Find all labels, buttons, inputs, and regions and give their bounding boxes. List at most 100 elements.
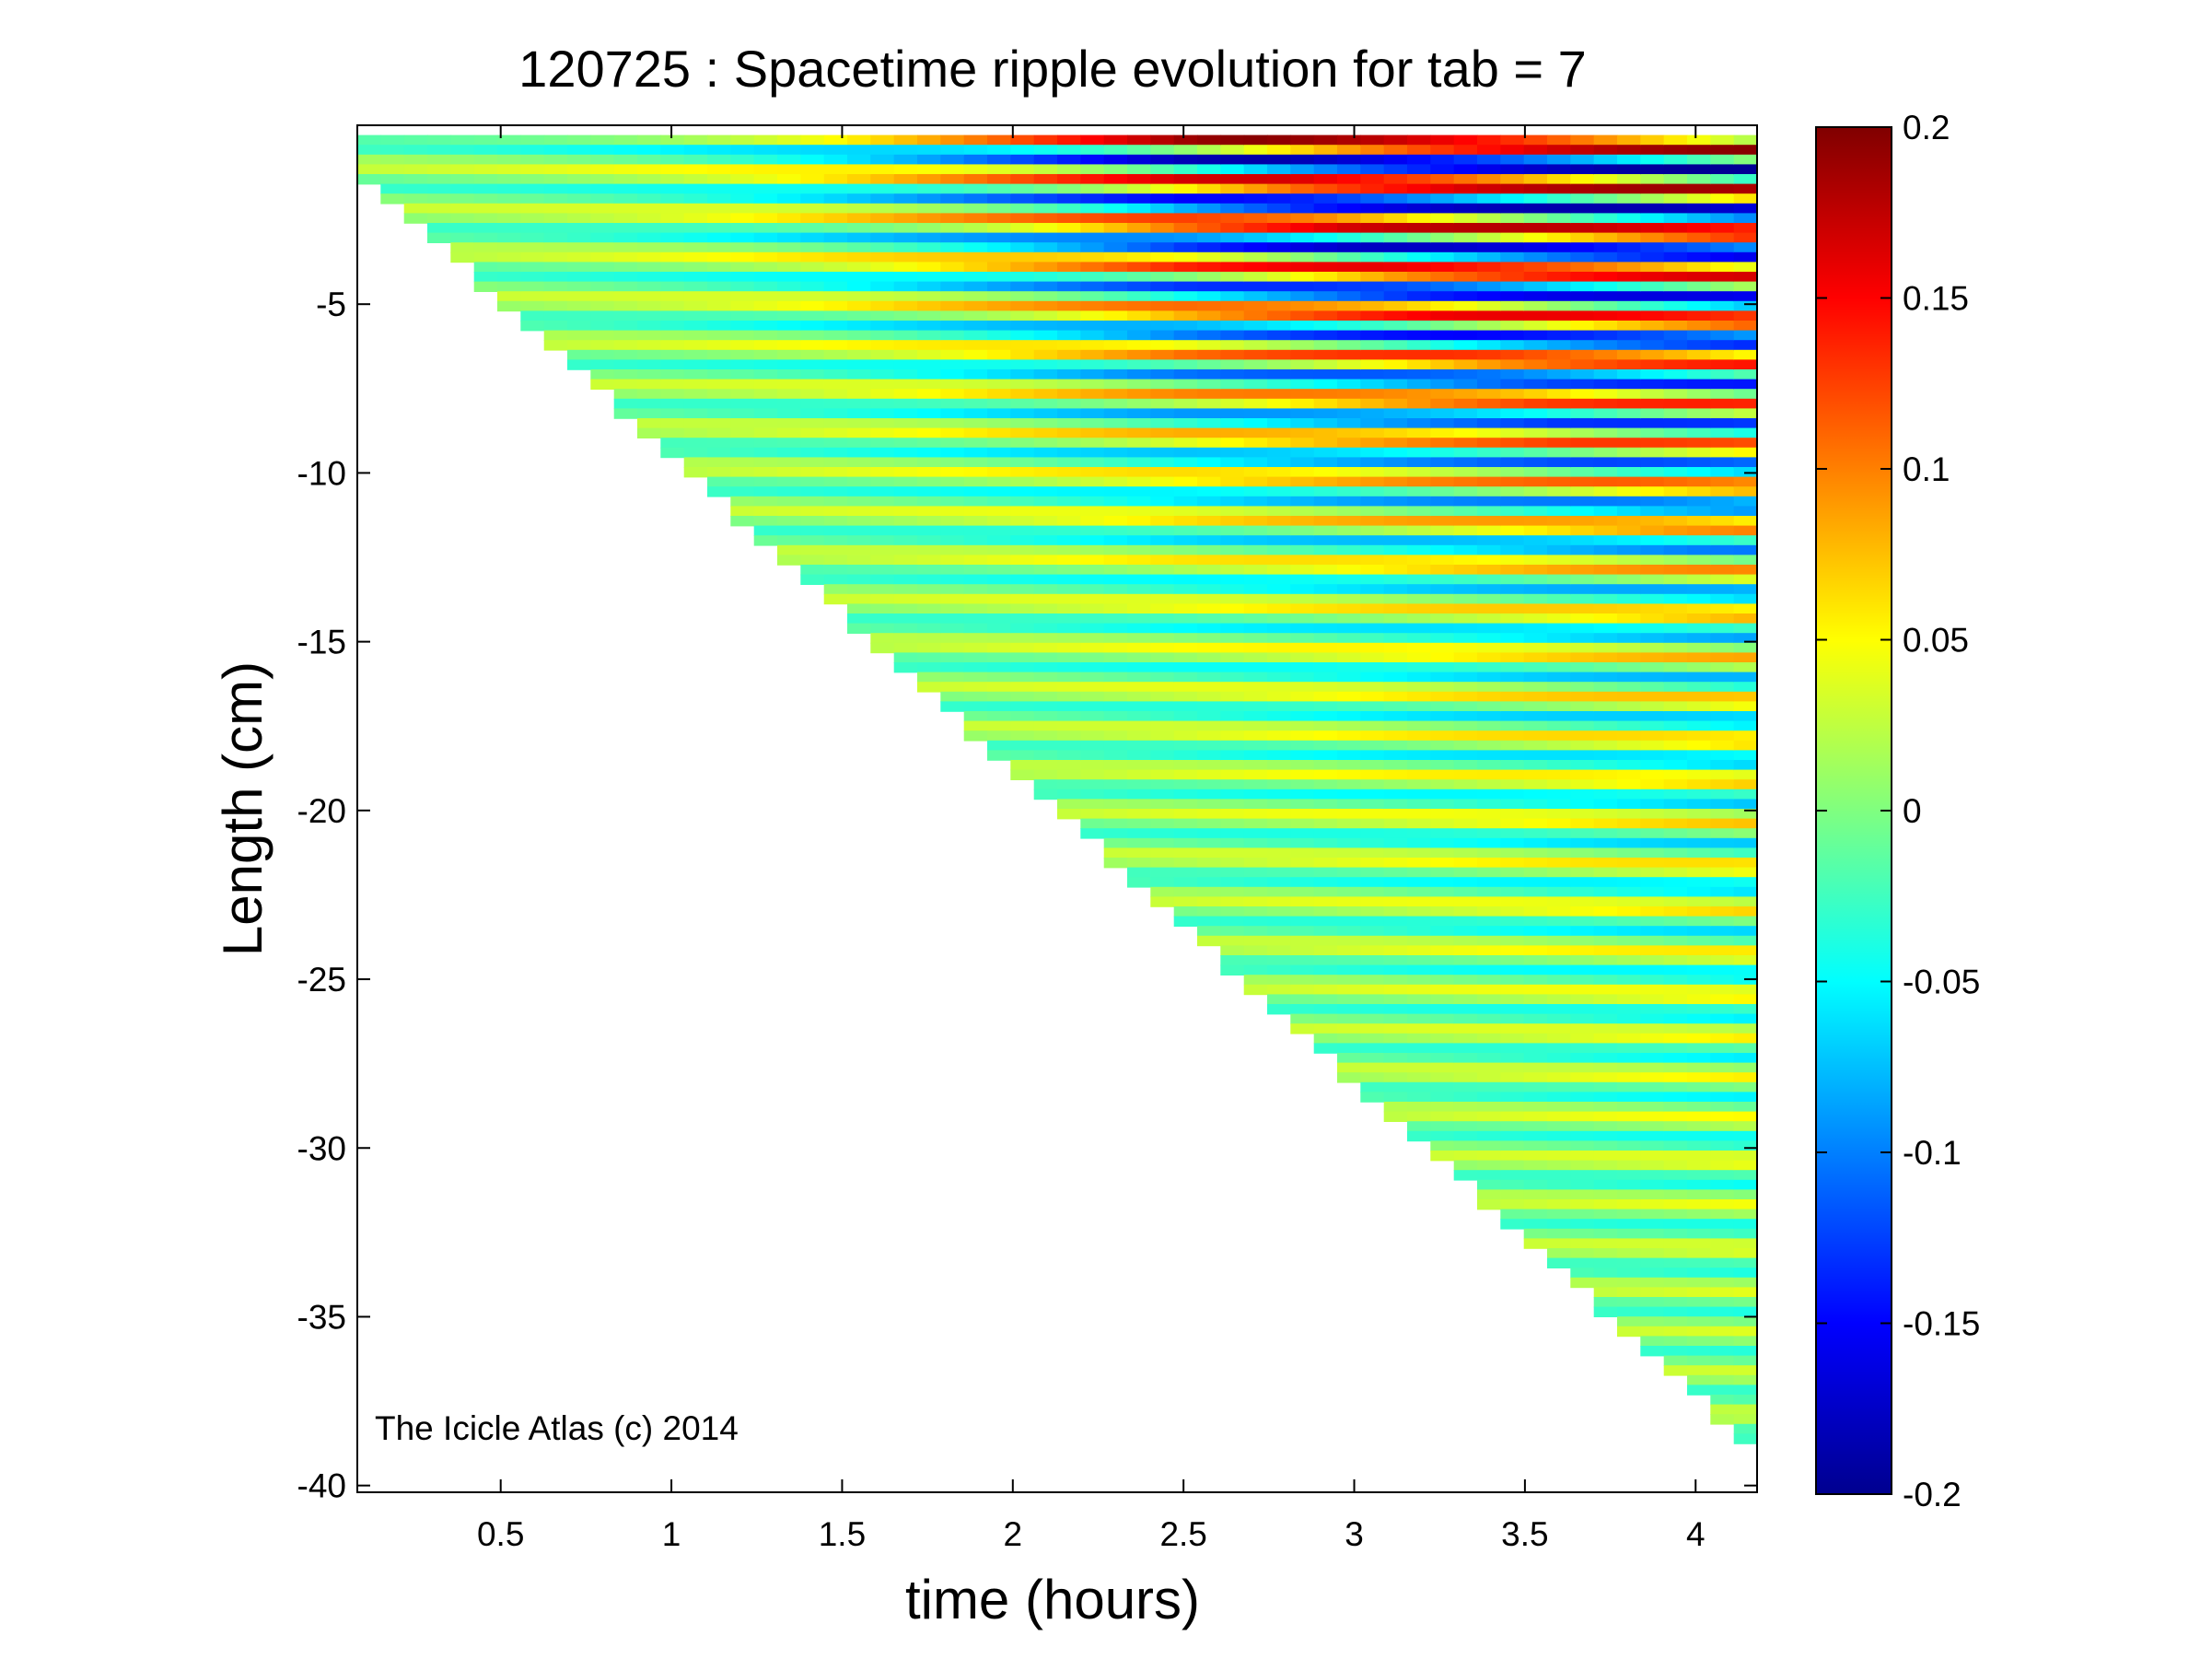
heatmap-cell xyxy=(1080,476,1105,487)
heatmap-cell xyxy=(893,476,918,487)
heatmap-cell xyxy=(1033,438,1058,449)
heatmap-cell xyxy=(1313,574,1338,585)
heatmap-cell xyxy=(963,603,988,614)
heatmap-cell xyxy=(1267,183,1292,194)
heatmap-cell xyxy=(800,398,825,410)
heatmap-cell xyxy=(1010,447,1035,459)
heatmap-cell xyxy=(1243,730,1268,742)
heatmap-cell xyxy=(1173,300,1198,312)
heatmap-cell xyxy=(1640,398,1665,410)
heatmap-cell xyxy=(1453,544,1478,556)
heatmap-cell xyxy=(1010,349,1035,361)
heatmap-cell xyxy=(1243,896,1268,907)
heatmap-cell xyxy=(1547,242,1572,253)
heatmap-cell xyxy=(1593,183,1618,194)
heatmap-cell xyxy=(1617,750,1642,761)
heatmap-cell xyxy=(1010,740,1035,752)
colorbar-tick-label: 0 xyxy=(1903,792,1922,830)
heatmap-cell xyxy=(1547,711,1572,722)
heatmap-cell xyxy=(1197,642,1222,654)
heatmap-cell xyxy=(707,291,732,302)
heatmap-cell xyxy=(1337,565,1362,576)
heatmap-cell xyxy=(1197,525,1222,536)
heatmap-cell xyxy=(1663,945,1688,956)
heatmap-cell xyxy=(1547,134,1572,146)
heatmap-cell xyxy=(1593,730,1618,742)
heatmap-cell xyxy=(1150,389,1175,400)
heatmap-cell xyxy=(1243,837,1268,849)
heatmap-cell xyxy=(1500,994,1525,1005)
heatmap-cell xyxy=(1103,321,1128,332)
heatmap-cell xyxy=(1080,183,1105,194)
heatmap-cell xyxy=(1617,340,1642,351)
heatmap-cell xyxy=(1477,321,1502,332)
heatmap-cell xyxy=(1477,145,1502,156)
heatmap-cell xyxy=(1547,886,1572,898)
heatmap-cell xyxy=(1407,799,1432,810)
heatmap-cell xyxy=(1617,818,1642,829)
heatmap-cell xyxy=(823,369,848,380)
heatmap-cell xyxy=(1547,379,1572,390)
heatmap-cell xyxy=(357,134,382,146)
colorbar-tick-label: 0.05 xyxy=(1903,622,1969,660)
heatmap-cell xyxy=(1617,535,1642,546)
heatmap-cell xyxy=(730,203,755,215)
heatmap-cell xyxy=(1570,847,1595,859)
heatmap-cell xyxy=(940,359,965,370)
heatmap-cell xyxy=(893,525,918,536)
heatmap-cell xyxy=(1197,613,1222,625)
heatmap-cell xyxy=(1710,300,1735,312)
heatmap-cell xyxy=(1080,174,1105,185)
heatmap-cell xyxy=(1500,1013,1525,1024)
heatmap-cell xyxy=(1173,691,1198,703)
heatmap-cell xyxy=(707,486,732,497)
heatmap-cell xyxy=(1477,251,1502,263)
heatmap-cell xyxy=(1127,672,1152,683)
x-tick-label: 3.5 xyxy=(1501,1515,1548,1553)
heatmap-cell xyxy=(567,321,592,332)
heatmap-cell xyxy=(987,603,1012,614)
heatmap-cell xyxy=(1407,789,1432,800)
heatmap-cell xyxy=(1687,847,1712,859)
heatmap-cell xyxy=(753,525,778,536)
heatmap-cell xyxy=(1733,613,1757,625)
heatmap-cell xyxy=(1430,398,1455,410)
heatmap-cell xyxy=(567,154,592,166)
heatmap-cell xyxy=(1220,535,1245,546)
heatmap-cell xyxy=(707,232,732,243)
heatmap-cell xyxy=(520,300,545,312)
heatmap-cell xyxy=(1523,1238,1548,1249)
heatmap-cell xyxy=(1290,652,1315,663)
heatmap-cell xyxy=(380,164,405,175)
heatmap-cell xyxy=(1710,886,1735,898)
heatmap-cell xyxy=(1407,340,1432,351)
heatmap-cell xyxy=(1290,1013,1315,1024)
heatmap-cell xyxy=(1593,544,1618,556)
heatmap-cell xyxy=(1663,789,1688,800)
heatmap-cell xyxy=(730,262,755,273)
heatmap-cell xyxy=(1033,447,1058,459)
heatmap-cell xyxy=(1173,720,1198,731)
heatmap-cell xyxy=(1687,1248,1712,1259)
heatmap-cell xyxy=(730,359,755,370)
heatmap-cell xyxy=(1453,193,1478,204)
heatmap-cell xyxy=(1617,955,1642,966)
heatmap-cell xyxy=(1640,496,1665,508)
heatmap-cell xyxy=(1103,555,1128,566)
heatmap-cell xyxy=(1477,623,1502,634)
heatmap-cell xyxy=(1383,457,1408,468)
heatmap-cell xyxy=(1663,1209,1688,1220)
heatmap-cell xyxy=(567,193,592,204)
heatmap-cell xyxy=(1617,1062,1642,1073)
heatmap-cell xyxy=(1173,760,1198,771)
heatmap-cell xyxy=(543,203,568,215)
heatmap-cell xyxy=(543,134,568,146)
heatmap-cell xyxy=(917,486,942,497)
heatmap-cell xyxy=(1290,779,1315,790)
heatmap-cell xyxy=(683,242,708,253)
heatmap-cell xyxy=(1033,310,1058,321)
heatmap-cell xyxy=(1057,223,1082,234)
heatmap-cell xyxy=(1150,633,1175,644)
heatmap-cell xyxy=(1710,1248,1735,1259)
heatmap-cell xyxy=(1593,398,1618,410)
